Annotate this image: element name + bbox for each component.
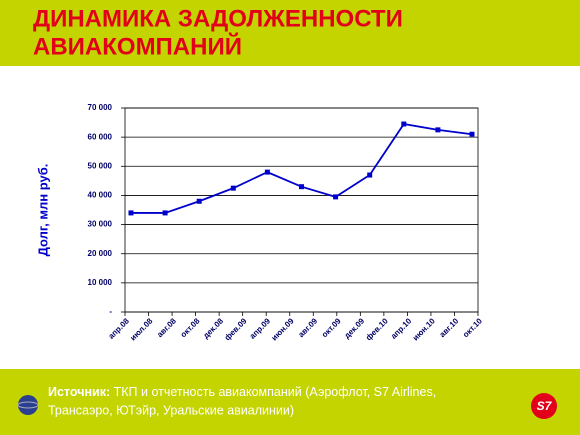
x-tick-label: фев.10	[364, 316, 390, 342]
x-tick-label: окт.08	[179, 316, 202, 339]
point-marker	[162, 210, 168, 216]
logo-text: S7	[537, 399, 553, 413]
x-tick-label: дек.08	[201, 316, 225, 340]
globe-icon-ring	[17, 401, 39, 409]
header-band	[0, 0, 580, 66]
x-tick-label: фев.09	[223, 316, 249, 342]
y-tick-label: 50 000	[88, 161, 113, 170]
point-marker	[299, 184, 304, 190]
point-marker	[128, 210, 134, 216]
point-marker	[435, 127, 441, 133]
x-tick-label: апр.09	[248, 316, 273, 341]
y-tick-label: 10 000	[88, 278, 113, 287]
chart-title: АВИАКОМПАНИЙ	[33, 32, 242, 60]
x-tick-label: апр.10	[389, 316, 414, 341]
plot-frame	[124, 107, 479, 313]
point-marker	[367, 172, 373, 178]
x-tick-label: авг.09	[297, 316, 320, 339]
y-tick-label: -	[109, 307, 112, 316]
logo-badge	[531, 393, 557, 419]
y-tick-label: 70 000	[88, 103, 113, 112]
y-tick-label: 20 000	[88, 249, 113, 258]
x-tick-label: авг.08	[155, 316, 178, 339]
y-tick-label: 40 000	[88, 191, 113, 200]
globe-icon	[18, 395, 38, 415]
x-tick-label: апр.08	[107, 316, 132, 341]
point-marker	[333, 194, 339, 200]
point-marker	[230, 185, 236, 191]
source-label: Источник:	[48, 385, 110, 399]
x-tick-label: дек.09	[342, 316, 366, 340]
x-tick-label: окт.10	[461, 316, 484, 339]
x-tick-label: окт.09	[320, 316, 343, 339]
x-tick-label: июн.10	[411, 316, 437, 342]
point-marker	[401, 121, 407, 127]
footer-band	[0, 369, 580, 435]
source-line: ТКП и отчетность авиакомпаний (Аэрофлот,…	[114, 385, 437, 399]
chart-title: ДИНАМИКА ЗАДОЛЖЕННОСТИ	[33, 5, 403, 32]
y-tick-label: 30 000	[88, 220, 113, 229]
point-marker	[196, 198, 202, 204]
y-axis-label: Долг, млн руб.	[35, 164, 50, 257]
x-tick-label: июн.09	[270, 316, 296, 342]
x-tick-label: июл.08	[128, 316, 154, 342]
point-marker	[469, 131, 475, 137]
y-tick-label: 60 000	[88, 132, 113, 141]
point-marker	[264, 169, 270, 175]
x-tick-label: авг.10	[438, 316, 461, 339]
source-text: Источник: ТКП и отчетность авиакомпаний …	[48, 385, 436, 399]
source-line: Трансаэро, ЮТэйр, Уральские авиалинии)	[48, 403, 294, 417]
